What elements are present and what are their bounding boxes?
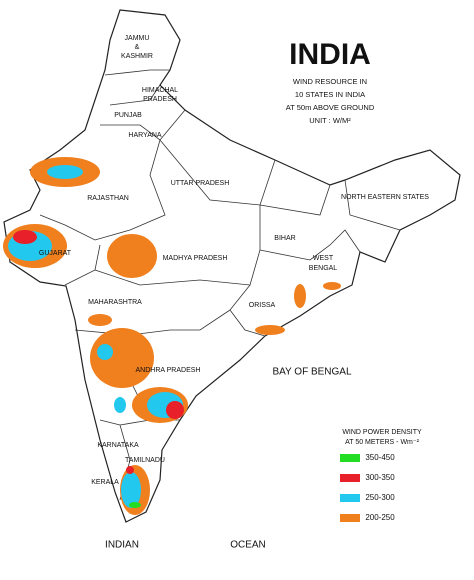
wind-zone (114, 397, 126, 413)
legend-swatch (340, 514, 360, 522)
state-label: HIMACHAL (142, 87, 178, 94)
state-label: KERALA (91, 479, 119, 486)
subtitle-line: 10 STATES IN INDIA (295, 90, 365, 99)
legend-title: WIND POWER DENSITY (342, 429, 422, 436)
wind-zone (121, 472, 141, 508)
india-outline (3, 9, 461, 523)
sea-label: BAY OF BENGAL (272, 367, 352, 378)
wind-zone (294, 284, 306, 308)
wind-zone (97, 344, 113, 360)
state-label: & (135, 44, 140, 51)
subtitle-line: WIND RESOURCE IN (293, 77, 367, 86)
state-label: WEST (313, 255, 334, 262)
state-label: PRADESH (143, 96, 177, 103)
legend-swatch (340, 474, 360, 482)
state-label: GUJARAT (39, 250, 72, 257)
state-label: JAMMU (125, 35, 150, 42)
subtitle-line: AT 50m ABOVE GROUND (286, 103, 375, 112)
wind-zone (129, 502, 141, 508)
state-label: MADHYA PRADESH (163, 255, 228, 262)
wind-zone (107, 234, 157, 278)
state-label: KARNATAKA (97, 442, 139, 449)
state-label: UTTAR PRADESH (171, 180, 230, 187)
state-label: KASHMIR (121, 53, 153, 60)
legend-label: 250-300 (365, 493, 395, 502)
state-label: BENGAL (309, 265, 338, 272)
legend-swatch (340, 494, 360, 502)
state-label: ANDHRA PRADESH (136, 367, 201, 374)
wind-zone (47, 165, 83, 179)
sea-label: INDIAN (105, 540, 139, 551)
legend-label: 300-350 (365, 473, 395, 482)
subtitle-line: UNIT : W/M² (309, 116, 351, 125)
wind-zone (323, 282, 341, 290)
wind-zone (13, 230, 37, 244)
state-label: HARYANA (128, 132, 162, 139)
state-label: ORISSA (249, 302, 276, 309)
legend-title: AT 50 METERS - Wm⁻² (345, 439, 419, 446)
wind-zone (255, 325, 285, 335)
legend: WIND POWER DENSITY AT 50 METERS - Wm⁻² 3… (340, 429, 422, 522)
sea-label: OCEAN (230, 540, 266, 551)
state-label: MAHARASHTRA (88, 299, 142, 306)
state-label: BIHAR (274, 235, 295, 242)
state-label: TAMILNADU (125, 457, 165, 464)
state-label: NORTH EASTERN STATES (341, 194, 429, 201)
legend-label: 200-250 (365, 513, 395, 522)
wind-zones (3, 157, 341, 515)
wind-zone (166, 401, 184, 419)
state-label: PUNJAB (114, 112, 142, 119)
wind-zone (88, 314, 112, 326)
map-title: INDIA (289, 38, 371, 71)
state-label: RAJASTHAN (87, 195, 129, 202)
legend-swatch (340, 454, 360, 462)
wind-zone (90, 328, 154, 388)
legend-label: 350-450 (365, 453, 395, 462)
wind-zone (126, 466, 134, 474)
